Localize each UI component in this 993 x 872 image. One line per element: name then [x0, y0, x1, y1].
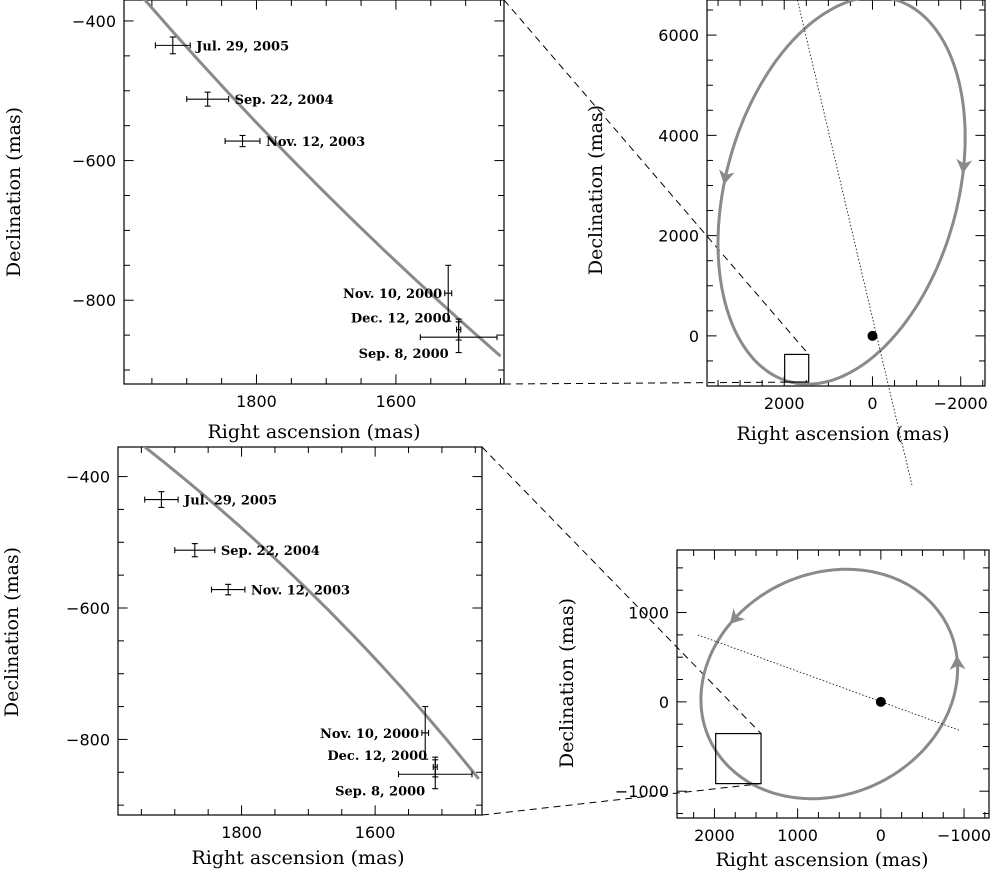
x-tick-label: −2000: [934, 394, 988, 413]
y-axis-label: Declination (mas): [1, 547, 23, 717]
panel-bottom-left: 1800 1600 −400 −600 −800 Jul. 29, 2005 Sep. 2…: [1, 446, 762, 869]
x-tick-label: 1800: [221, 823, 262, 842]
data-point-label: Nov. 10, 2000: [343, 287, 442, 302]
zoom-leader-line: [481, 783, 762, 816]
model-track-curve: [143, 0, 502, 358]
model-layer: [143, 0, 502, 358]
points-layer: Jul. 29, 2005 Sep. 22, 2004 Nov. 12, 2003 N…: [154, 36, 498, 362]
x-tick-label: 1600: [355, 823, 396, 842]
data-point: Dec. 12, 2000: [327, 749, 439, 778]
model-track-curve: [142, 447, 480, 780]
x-axis-label: Right ascension (mas): [736, 423, 949, 445]
plot-frame: [706, 0, 986, 387]
x-tick-label: 1800: [236, 392, 277, 411]
x-tick-label: 2000: [764, 394, 805, 413]
plot-frame: [676, 549, 990, 819]
ticks: 2000 1000 0 −1000 1000 0 −1000: [615, 550, 991, 845]
y-tick-label: 0: [659, 693, 669, 712]
ticks: 1800 1600 −400 −600 −800: [72, 0, 504, 411]
data-point: Nov. 12, 2003: [210, 584, 350, 599]
ticks: 1800 1600 −400 −600 −800: [66, 447, 482, 842]
data-point-label: Sep. 8, 2000: [359, 347, 449, 362]
data-point-label: Sep. 22, 2004: [221, 544, 320, 559]
points-layer: Jul. 29, 2005 Sep. 22, 2004 Nov. 12, 2003 N…: [144, 491, 473, 799]
data-point: Sep. 8, 2000: [335, 759, 473, 799]
data-point-label: Nov. 12, 2003: [266, 135, 365, 150]
ticks: 2000 0 −2000 0 2000 4000 6000: [658, 0, 988, 413]
x-axis-label: Right ascension (mas): [191, 847, 404, 869]
x-axis-label: Right ascension (mas): [715, 849, 928, 871]
y-tick-label: 4000: [658, 126, 699, 145]
data-point-label: Jul. 29, 2005: [183, 494, 277, 509]
panel-bottom-right: 2000 1000 0 −1000 1000 0 −1000 Right ascension…: [556, 549, 991, 871]
data-point: Dec. 12, 2000: [351, 312, 462, 341]
data-point: Sep. 22, 2004: [174, 543, 320, 559]
data-point-label: Dec. 12, 2000: [351, 312, 451, 327]
x-tick-label: 0: [867, 394, 877, 413]
zoom-leader-line: [503, 0, 810, 355]
panel-top-right: 2000 0 −2000 0 2000 4000 6000 Right ascension …: [585, 0, 988, 487]
plot-frame: [117, 446, 483, 816]
x-tick-label: −1000: [937, 826, 991, 845]
data-point: Nov. 12, 2003: [224, 134, 365, 150]
y-tick-label: −600: [72, 152, 116, 171]
central-star: [875, 696, 886, 707]
y-tick-label: −400: [72, 12, 116, 31]
line-of-apsides: [797, 0, 913, 487]
x-tick-label: 2000: [694, 826, 735, 845]
data-point: Sep. 22, 2004: [186, 91, 334, 108]
y-tick-label: −800: [72, 291, 116, 310]
data-point-label: Dec. 12, 2000: [327, 749, 427, 764]
y-tick-label: 1000: [628, 604, 669, 623]
x-axis-label: Right ascension (mas): [207, 421, 420, 443]
x-tick-label: 1600: [376, 392, 417, 411]
orbit-layer: [716, 0, 973, 487]
line-of-apsides: [697, 634, 961, 731]
leaders: [503, 0, 810, 385]
data-point-label: Jul. 29, 2005: [195, 39, 289, 54]
data-point: Jul. 29, 2005: [154, 36, 289, 54]
y-axis-label: Declination (mas): [3, 107, 25, 277]
data-point: Nov. 10, 2000: [343, 264, 453, 322]
orbit-direction-arrow: [949, 655, 966, 671]
data-point-label: Sep. 22, 2004: [235, 93, 334, 108]
orbit-layer: [697, 567, 966, 801]
x-tick-label: 1000: [777, 826, 818, 845]
panel-top-left: 1800 1600 −400 −600 −800 Jul. 29, 2005 Sep. 2…: [3, 0, 810, 443]
y-tick-label: 6000: [658, 26, 699, 45]
orbit-direction-arrow: [729, 608, 746, 624]
zoom-box: [784, 353, 810, 383]
zoom-leader-line: [481, 446, 762, 734]
data-point-label: Nov. 12, 2003: [251, 584, 350, 599]
data-point-label: Sep. 8, 2000: [335, 784, 425, 799]
data-point: Nov. 10, 2000: [320, 706, 430, 760]
leaders: [481, 446, 762, 816]
y-tick-label: −400: [66, 468, 110, 487]
y-axis-label: Declination (mas): [585, 105, 607, 275]
x-tick-label: 0: [876, 826, 886, 845]
y-tick-label: 0: [689, 327, 699, 346]
data-point-label: Nov. 10, 2000: [320, 727, 419, 742]
y-tick-label: 2000: [658, 227, 699, 246]
data-point: Jul. 29, 2005: [144, 491, 277, 509]
orbit-direction-arrow: [956, 158, 973, 174]
y-tick-label: −600: [66, 599, 110, 618]
y-axis-label: Declination (mas): [556, 598, 578, 768]
orbit-direction-arrow: [718, 169, 735, 185]
central-star: [867, 330, 878, 341]
orbit-ellipse: [716, 0, 967, 386]
model-layer: [142, 447, 480, 780]
plot-frame: [123, 0, 505, 385]
data-point: Sep. 8, 2000: [359, 321, 498, 362]
orbit-ellipse: [699, 567, 960, 801]
zoom-box: [715, 732, 762, 785]
y-tick-label: −1000: [615, 782, 669, 801]
zoom-leader-line: [503, 381, 809, 385]
y-tick-label: −800: [66, 730, 110, 749]
